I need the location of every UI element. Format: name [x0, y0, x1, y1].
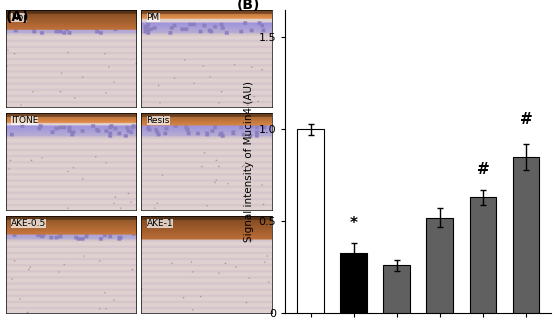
- Text: (B): (B): [237, 0, 261, 12]
- Text: AKE-1: AKE-1: [146, 219, 173, 228]
- Text: ITONE: ITONE: [11, 116, 38, 125]
- Bar: [340, 253, 367, 313]
- Bar: [512, 157, 539, 313]
- Bar: [427, 218, 453, 313]
- Text: Resis: Resis: [146, 116, 170, 125]
- Text: AKE-0.5: AKE-0.5: [11, 219, 46, 228]
- Text: *: *: [350, 215, 358, 231]
- Text: (A): (A): [6, 10, 29, 24]
- Text: Nor: Nor: [11, 13, 27, 22]
- Bar: [297, 129, 324, 313]
- Bar: [470, 197, 496, 313]
- Text: #: #: [477, 162, 489, 177]
- Bar: [383, 266, 410, 313]
- Y-axis label: Signal intensity of Mucin4 (AU): Signal intensity of Mucin4 (AU): [245, 81, 255, 242]
- Text: #: #: [520, 112, 532, 128]
- Text: PM: PM: [146, 13, 160, 22]
